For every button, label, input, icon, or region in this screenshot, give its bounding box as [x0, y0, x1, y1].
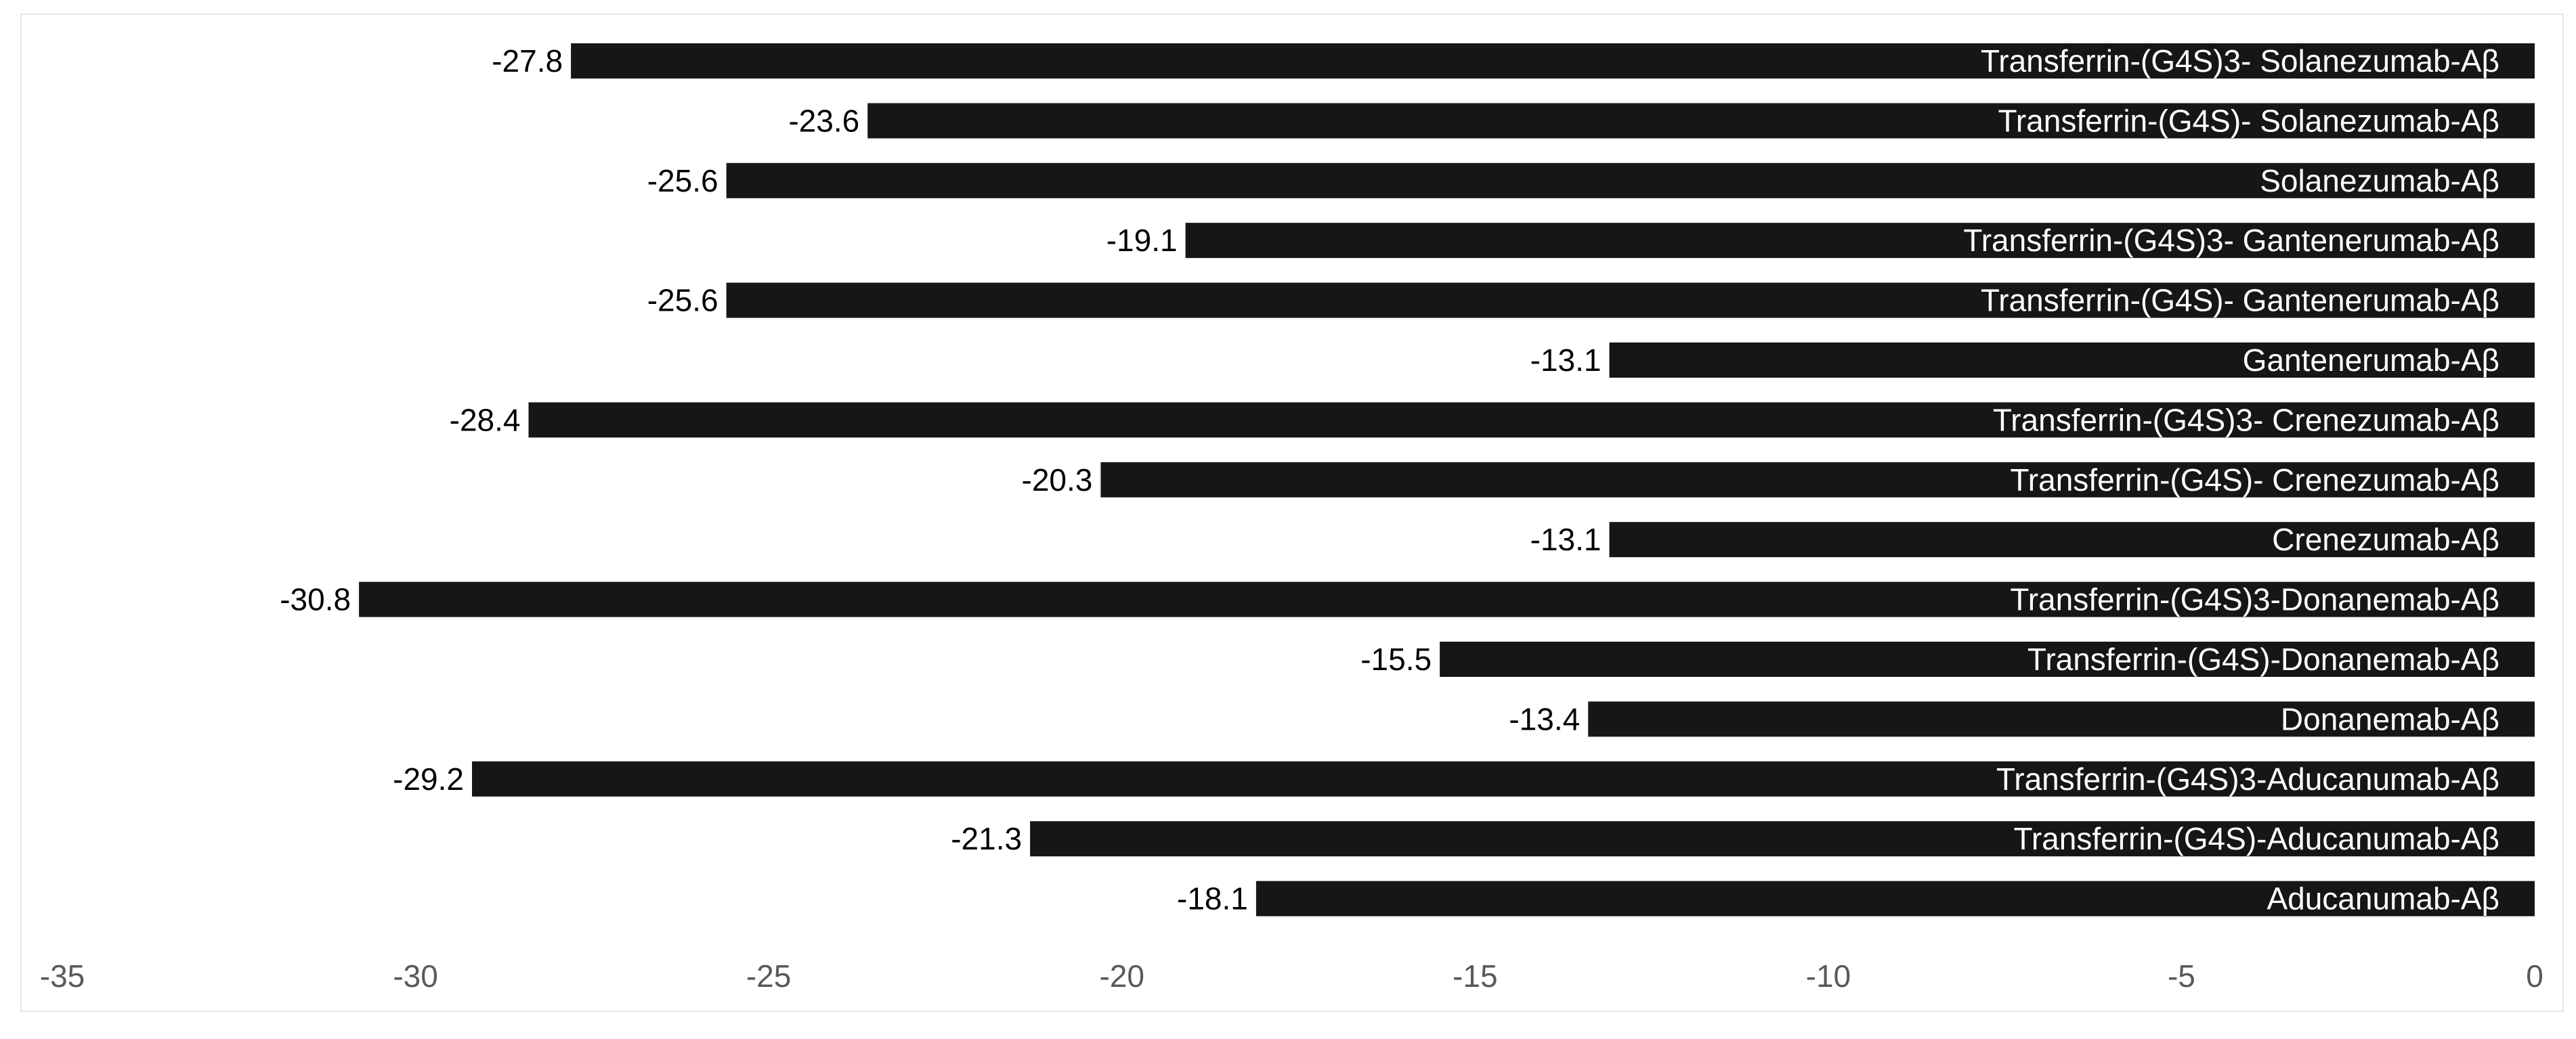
data-label: -13.1 — [1530, 342, 1602, 378]
bar — [1440, 642, 2535, 677]
x-tick-label: -10 — [1806, 958, 1851, 994]
data-label: -29.2 — [393, 761, 464, 797]
bar — [1609, 342, 2535, 378]
bar — [1609, 522, 2535, 558]
category-label: Transferrin-(G4S)- Gantenerumab-Aβ — [1981, 283, 2499, 318]
x-tick-label: -20 — [1099, 958, 1144, 994]
category-label: Solanezumab-Aβ — [2260, 163, 2499, 198]
category-label: Transferrin-(G4S)3-Donanemab-Aβ — [2010, 582, 2499, 617]
x-tick-label: 0 — [2526, 958, 2543, 994]
bar — [1588, 701, 2535, 737]
category-label: Gantenerumab-Aβ — [2243, 342, 2499, 378]
x-tick-label: -30 — [393, 958, 437, 994]
category-label: Crenezumab-Aβ — [2272, 522, 2499, 557]
bar — [1030, 821, 2535, 857]
data-label: -27.8 — [492, 43, 563, 79]
data-label: -28.4 — [450, 402, 521, 437]
bar — [726, 282, 2535, 318]
bar — [571, 43, 2535, 79]
category-label: Transferrin-(G4S)3-Aducanumab-Aβ — [1996, 761, 2499, 797]
data-label: -30.8 — [280, 582, 351, 617]
labels-layer: Transferrin-(G4S)3- Solanezumab-Aβ -27.8 T… — [280, 43, 2499, 916]
x-tick-label: -15 — [1453, 958, 1497, 994]
data-label: -21.3 — [951, 821, 1022, 856]
category-label: Aducanumab-Aβ — [2267, 881, 2499, 916]
category-label: Transferrin-(G4S)-Aducanumab-Aβ — [2013, 821, 2499, 856]
category-label: Transferrin-(G4S)- Crenezumab-Aβ — [2010, 462, 2499, 498]
data-label: -13.1 — [1530, 522, 1602, 557]
bar — [528, 402, 2535, 438]
data-label: -18.1 — [1177, 881, 1248, 916]
category-label: Transferrin-(G4S)- Solanezumab-Aβ — [1998, 103, 2499, 138]
x-tick-label: -5 — [2168, 958, 2195, 994]
bar — [1255, 881, 2535, 916]
bar — [359, 581, 2535, 617]
data-label: -20.3 — [1022, 462, 1093, 498]
bar — [867, 103, 2535, 139]
category-label: Transferrin-(G4S)3- Gantenerumab-Aβ — [1963, 223, 2499, 258]
category-label: Transferrin-(G4S)3- Solanezumab-Aβ — [1981, 43, 2499, 79]
data-label: -25.6 — [647, 163, 718, 198]
bar — [1100, 462, 2535, 498]
data-label: -15.5 — [1360, 642, 1432, 677]
category-label: Donanemab-Aβ — [2281, 701, 2499, 736]
data-label: -25.6 — [647, 283, 718, 318]
bar — [1185, 223, 2535, 259]
data-label: -23.6 — [788, 103, 859, 138]
bar — [472, 761, 2535, 797]
bar — [726, 162, 2535, 198]
category-label: Transferrin-(G4S)3- Crenezumab-Aβ — [1993, 402, 2499, 437]
x-tick-label: -35 — [40, 958, 85, 994]
bars-layer — [359, 43, 2535, 916]
data-label: -13.4 — [1509, 701, 1580, 736]
x-tick-label: -25 — [746, 958, 791, 994]
data-label: -19.1 — [1107, 223, 1178, 258]
category-label: Transferrin-(G4S)-Donanemab-Aβ — [2027, 642, 2499, 677]
x-axis-ticks: -35 -30 -25 -20 -15 -10 -5 0 — [40, 958, 2543, 994]
